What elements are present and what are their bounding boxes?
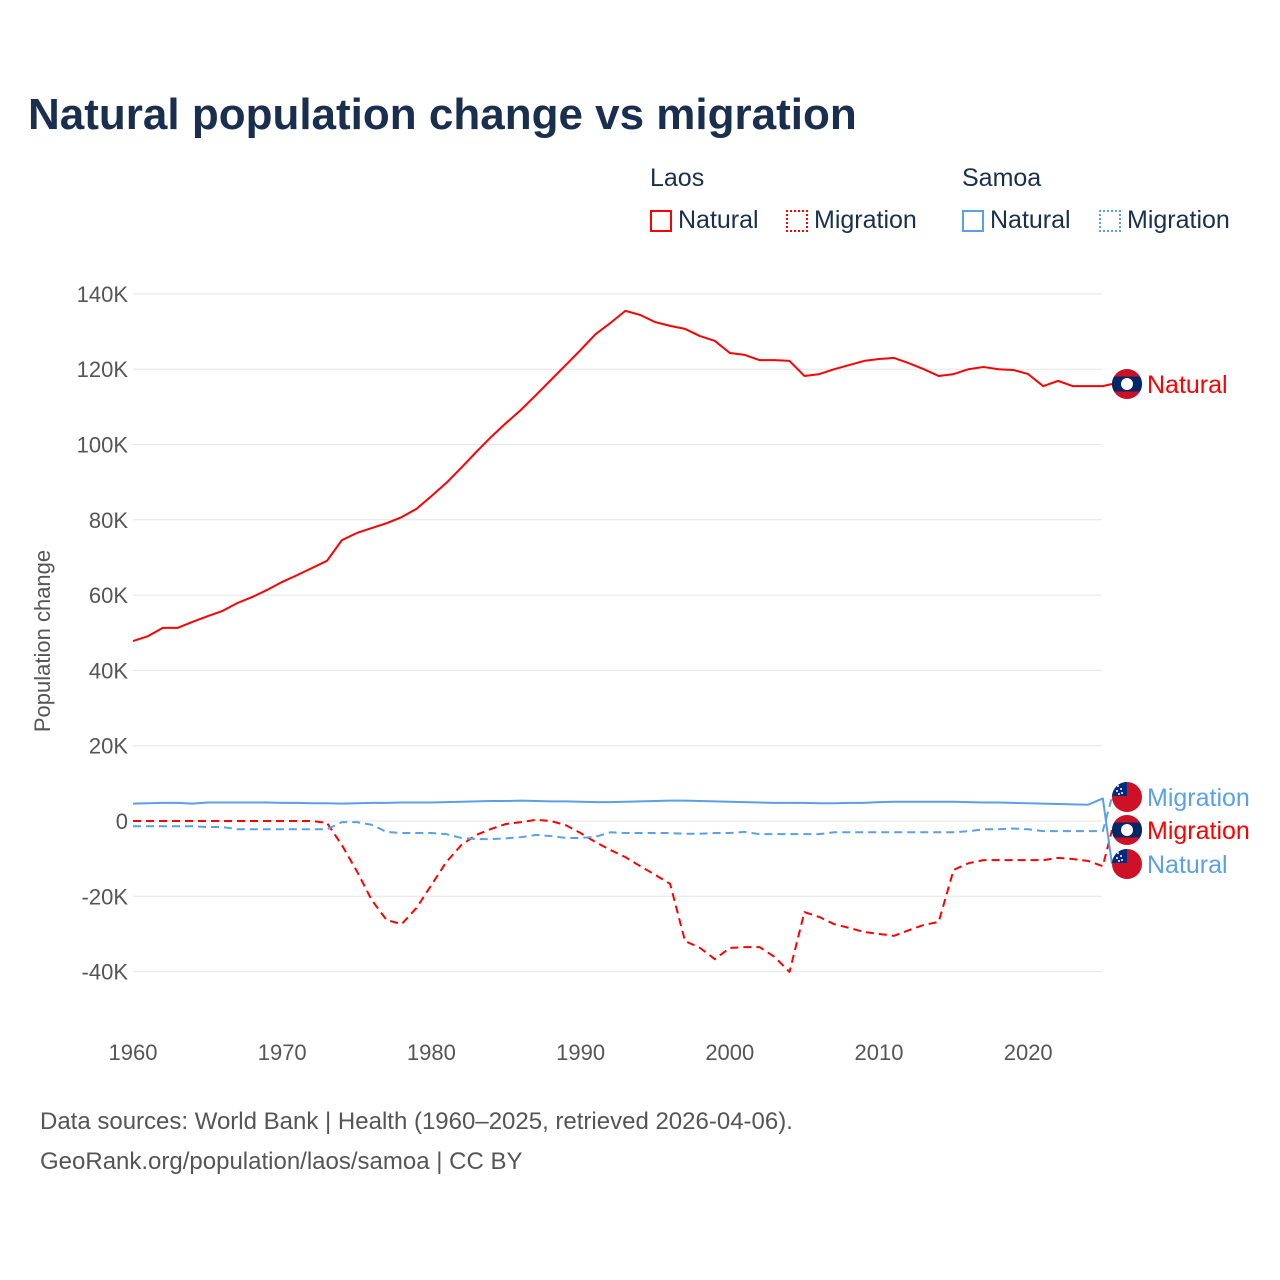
flag-star	[1121, 792, 1123, 794]
flag-star	[1120, 788, 1122, 790]
y-tick-label: 20K	[89, 734, 128, 759]
flag-laos-icon	[1112, 369, 1142, 399]
y-axis-label: Population change	[30, 550, 55, 732]
series-line-samoa-migration	[133, 796, 1113, 841]
end-label-samoa-migration: Migration	[1147, 784, 1250, 812]
source-text: Data sources: World Bank | Health (1960–…	[40, 1108, 793, 1135]
y-tick-label: -40K	[82, 960, 129, 985]
flag-star	[1121, 859, 1123, 861]
flag-body	[1112, 849, 1142, 879]
legend-label: Migration	[814, 206, 917, 234]
legend-samoa-migration[interactable]: Migration	[1099, 206, 1230, 235]
attribution-text: GeoRank.org/population/laos/samoa | CC B…	[40, 1148, 523, 1175]
end-label-samoa-natural: Natural	[1147, 851, 1228, 879]
solid-swatch-icon	[962, 209, 984, 232]
flag-moon	[1121, 824, 1133, 836]
y-tick-label: 0	[116, 809, 128, 834]
flag-star	[1117, 852, 1119, 854]
y-tick-label: 100K	[77, 433, 129, 458]
legend-group-samoa: Samoa	[962, 164, 1042, 192]
flag-moon	[1121, 378, 1133, 390]
legend-label: Natural	[990, 206, 1071, 234]
x-tick-label: 1990	[556, 1040, 605, 1065]
end-label-laos-natural: Natural	[1147, 371, 1228, 399]
legend-laos-migration[interactable]: Migration	[786, 206, 917, 235]
flag-body	[1112, 815, 1142, 845]
series-line-samoa-natural	[132, 797, 1113, 865]
flag-star	[1116, 857, 1118, 859]
chart-title: Natural population change vs migration	[28, 90, 857, 139]
flag-samoa-icon	[1112, 782, 1142, 812]
legend-samoa-natural[interactable]: Natural	[962, 206, 1071, 235]
x-tick-label: 2020	[1004, 1040, 1053, 1065]
dotted-swatch-icon	[786, 209, 808, 232]
y-tick-label: 120K	[77, 357, 129, 382]
flag-star	[1116, 790, 1118, 792]
flag-body	[1112, 782, 1142, 812]
x-tick-label: 2010	[855, 1040, 904, 1065]
legend-label: Migration	[1127, 206, 1230, 234]
x-tick-label: 1970	[258, 1040, 307, 1065]
series-line-laos-natural	[132, 309, 1113, 642]
flag-star	[1118, 860, 1120, 862]
flag-star	[1118, 793, 1120, 795]
flag-samoa-icon	[1112, 849, 1142, 879]
dotted-swatch-icon	[1099, 209, 1121, 232]
flag-star	[1120, 855, 1122, 857]
legend-label: Natural	[678, 206, 759, 234]
solid-swatch-icon	[650, 209, 672, 232]
legend-group-laos: Laos	[650, 164, 705, 192]
flag-body	[1112, 369, 1142, 399]
legend-laos-natural[interactable]: Natural	[650, 206, 759, 235]
y-tick-label: -20K	[82, 884, 129, 909]
flag-star	[1117, 785, 1119, 787]
series-line-laos-migration	[133, 818, 1113, 973]
y-tick-label: 40K	[89, 658, 128, 683]
end-label-laos-migration: Migration	[1147, 817, 1250, 845]
x-tick-label: 2000	[705, 1040, 754, 1065]
y-tick-label: 140K	[77, 282, 129, 307]
flag-laos-icon	[1112, 815, 1142, 845]
x-tick-label: 1980	[407, 1040, 456, 1065]
y-tick-label: 80K	[89, 508, 128, 533]
x-tick-label: 1960	[109, 1040, 158, 1065]
y-tick-label: 60K	[89, 583, 128, 608]
